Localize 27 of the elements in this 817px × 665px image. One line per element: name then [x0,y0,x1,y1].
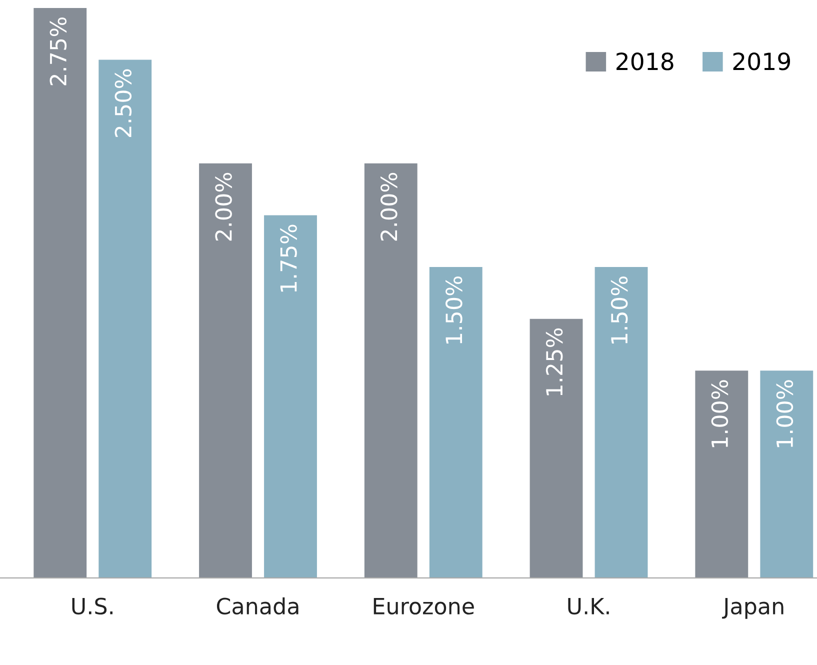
bar [98,60,152,578]
legend-label: 2018 [616,52,674,70]
data-label: 2.75% [50,17,67,86]
legend-label: 2019 [733,52,790,70]
bar [429,267,482,578]
data-label: 1.50% [446,276,462,344]
data-label: 2.50% [114,69,132,138]
data-label: 2.00% [380,172,398,241]
x-tick-label: U.S. [72,598,112,615]
data-label: 1.25% [546,328,563,396]
x-tick-label: U.K. [568,598,609,615]
data-label: 1.50% [610,276,628,344]
x-tick-label: Japan [722,598,784,619]
bar [264,215,317,578]
bar [34,8,87,578]
x-tick-label: Canada [216,597,298,615]
data-label: 1.00% [776,380,794,448]
x-tick-label: Eurozone [374,598,474,615]
bar [695,370,748,578]
data-label: 1.00% [711,380,728,448]
data-label: 2.00% [215,172,232,241]
bar [364,163,418,578]
bar [760,370,814,578]
bar [530,318,583,578]
bar [594,267,648,578]
data-label: 1.75% [280,224,297,292]
bar [199,163,252,578]
